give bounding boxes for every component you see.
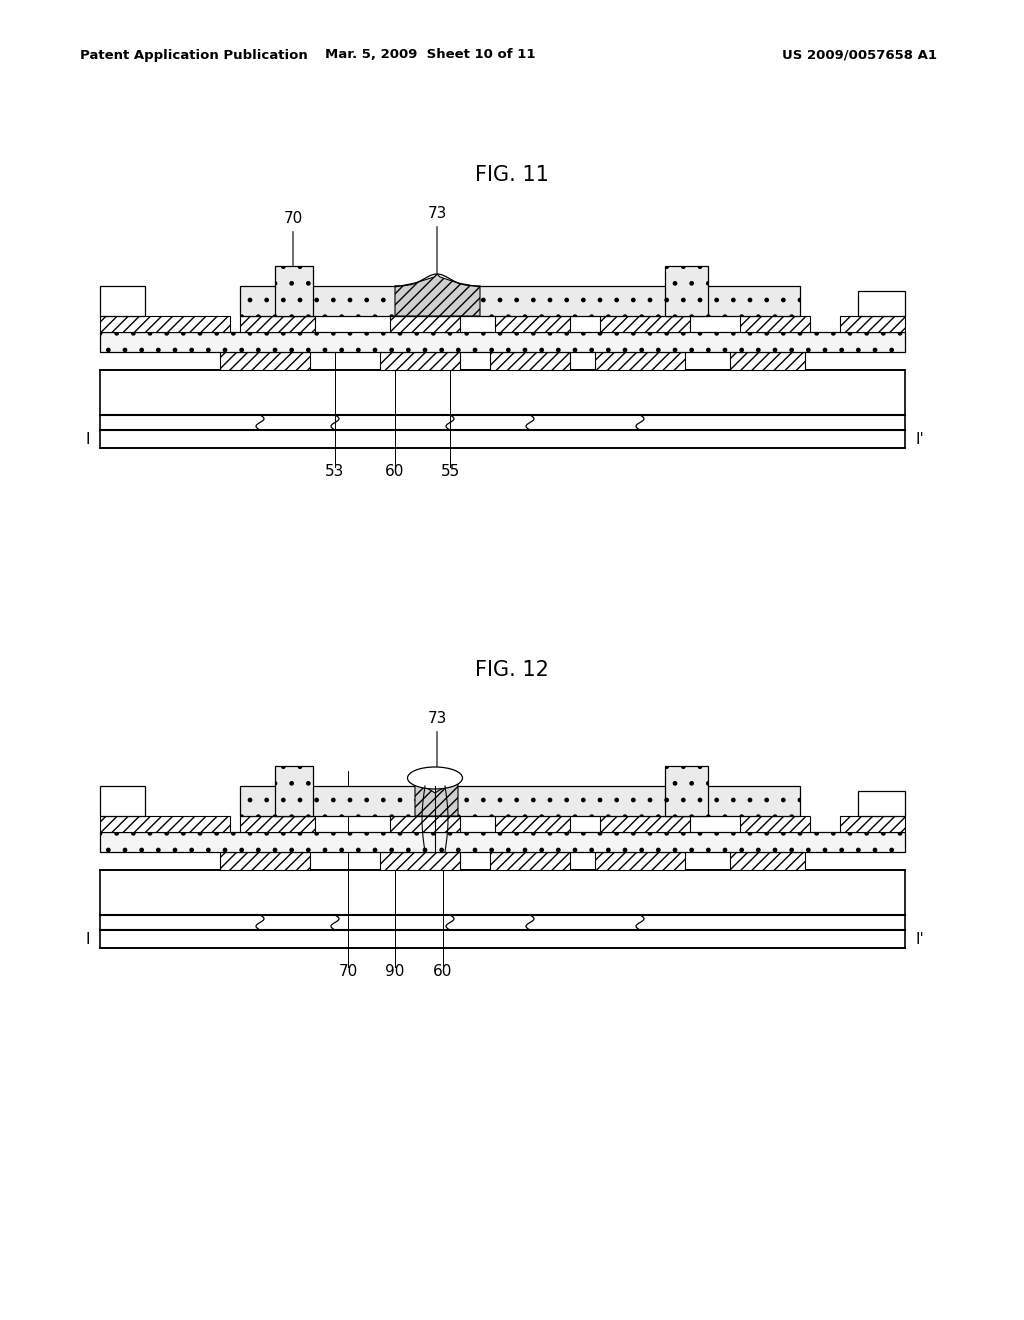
Text: US 2009/0057658 A1: US 2009/0057658 A1	[782, 49, 938, 62]
Text: Mar. 5, 2009  Sheet 10 of 11: Mar. 5, 2009 Sheet 10 of 11	[325, 49, 536, 62]
Bar	[858, 791, 905, 816]
Bar	[100, 931, 905, 948]
Text: 53: 53	[326, 465, 345, 479]
Polygon shape	[395, 275, 480, 315]
Bar	[275, 267, 313, 315]
Text: FIG. 11: FIG. 11	[475, 165, 549, 185]
Bar	[240, 785, 800, 816]
Bar	[275, 766, 313, 816]
Bar	[220, 851, 310, 870]
Bar	[390, 315, 460, 333]
Bar	[100, 785, 145, 816]
Polygon shape	[415, 781, 458, 816]
Text: 90: 90	[385, 965, 404, 979]
Bar	[220, 352, 310, 370]
Text: FIG. 12: FIG. 12	[475, 660, 549, 680]
Bar	[100, 816, 230, 832]
Bar	[665, 267, 708, 315]
Bar	[595, 352, 685, 370]
Bar	[490, 851, 570, 870]
Bar	[100, 832, 905, 851]
Bar	[600, 315, 690, 333]
Text: 70: 70	[338, 965, 357, 979]
Text: I: I	[86, 932, 90, 946]
Bar	[100, 333, 905, 352]
Bar	[840, 816, 905, 832]
Text: 60: 60	[385, 465, 404, 479]
Text: I': I'	[915, 432, 925, 446]
Bar	[840, 315, 905, 333]
Bar	[100, 315, 230, 333]
Bar	[380, 352, 460, 370]
Bar	[665, 766, 708, 816]
Bar	[730, 851, 805, 870]
Text: 60: 60	[433, 965, 453, 979]
Bar	[100, 430, 905, 447]
Bar	[858, 290, 905, 315]
Bar	[600, 816, 690, 832]
Text: 73: 73	[427, 206, 446, 276]
Bar	[495, 816, 570, 832]
Bar	[490, 352, 570, 370]
Text: I': I'	[915, 932, 925, 946]
Text: I: I	[86, 432, 90, 446]
Bar	[740, 816, 810, 832]
Bar	[380, 851, 460, 870]
Bar	[100, 370, 905, 414]
Bar	[595, 851, 685, 870]
Bar	[100, 870, 905, 915]
Text: 70: 70	[284, 211, 303, 268]
Bar	[100, 286, 145, 315]
Text: Patent Application Publication: Patent Application Publication	[80, 49, 308, 62]
Bar	[730, 352, 805, 370]
Bar	[240, 286, 800, 315]
Bar	[740, 315, 810, 333]
Bar	[390, 816, 460, 832]
Bar	[240, 315, 315, 333]
Bar	[240, 816, 315, 832]
Ellipse shape	[408, 767, 463, 789]
Text: 55: 55	[440, 465, 460, 479]
Bar	[495, 315, 570, 333]
Text: 73: 73	[427, 711, 446, 779]
